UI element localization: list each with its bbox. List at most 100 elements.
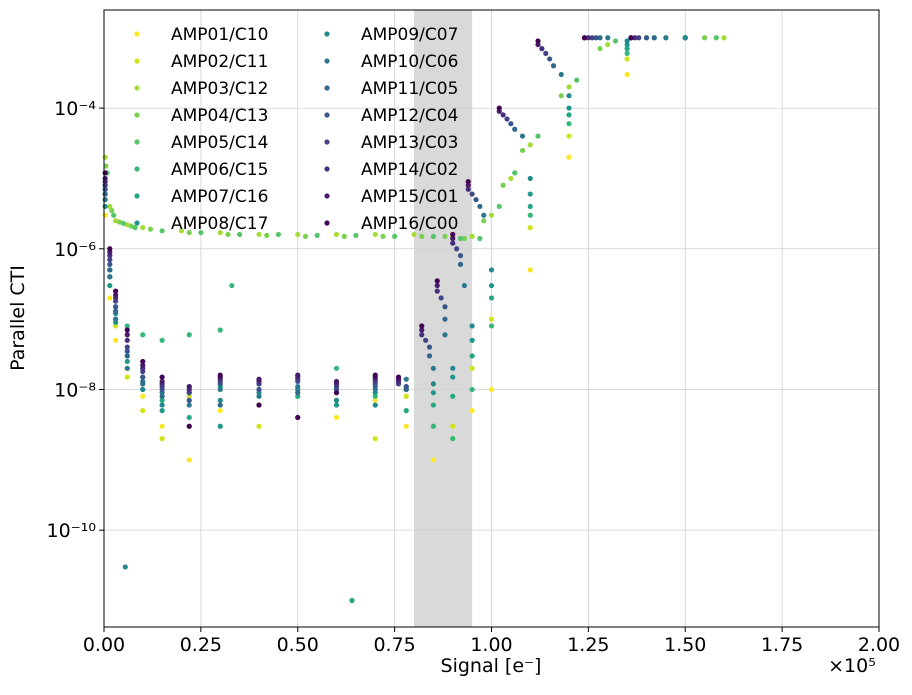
data-point: [605, 41, 611, 48]
data-point: [333, 414, 340, 421]
data-point: [496, 105, 502, 111]
data-point: [469, 386, 475, 393]
data-point: [217, 386, 223, 393]
data-point: [159, 402, 165, 408]
data-point: [256, 386, 262, 393]
data-point: [403, 423, 409, 429]
data-point: [122, 564, 128, 570]
data-point: [403, 383, 409, 390]
data-point: [434, 282, 440, 289]
data-point: [442, 233, 448, 239]
data-point: [496, 203, 502, 210]
data-point: [186, 229, 192, 236]
legend-label: AMP12/C04: [361, 106, 458, 126]
data-point: [450, 374, 456, 380]
data-point: [217, 423, 223, 429]
data-point: [636, 35, 642, 41]
legend-label: AMP11/C05: [361, 79, 458, 99]
data-point: [469, 408, 475, 414]
data-point: [295, 372, 301, 378]
data-point: [295, 414, 301, 421]
data-point: [434, 288, 440, 294]
data-point: [527, 267, 533, 273]
data-point: [217, 372, 223, 378]
data-point: [333, 397, 340, 403]
data-point: [124, 327, 130, 333]
data-point: [566, 105, 572, 111]
data-point: [612, 38, 619, 44]
legend-marker: [134, 166, 140, 172]
x-tick-label: 2.00: [858, 634, 900, 656]
data-point: [450, 365, 456, 371]
data-point: [488, 295, 495, 301]
x-tick-label: 1.50: [664, 634, 706, 656]
data-point: [403, 393, 409, 399]
data-point: [438, 295, 444, 301]
data-point: [519, 147, 526, 154]
data-point: [450, 240, 456, 246]
data-point: [457, 235, 464, 242]
data-point: [430, 402, 436, 408]
legend-label: AMP10/C06: [361, 52, 458, 72]
data-point: [593, 35, 599, 41]
data-point: [140, 393, 146, 399]
data-point: [159, 436, 165, 442]
data-point: [624, 41, 630, 48]
y-axis-label: Parallel CTI: [7, 265, 29, 371]
data-point: [543, 50, 549, 56]
data-point: [102, 197, 108, 203]
data-point: [107, 274, 113, 280]
data-point: [512, 170, 518, 176]
data-point: [423, 337, 429, 343]
data-point: [124, 344, 130, 350]
data-point: [295, 393, 301, 399]
data-point: [508, 121, 514, 127]
data-point: [566, 121, 572, 127]
data-point: [624, 50, 630, 56]
data-point: [403, 376, 409, 382]
data-point: [527, 225, 533, 231]
data-point: [535, 133, 541, 139]
data-point: [113, 323, 119, 329]
legend-marker: [134, 112, 140, 118]
data-point: [469, 365, 475, 371]
legend-marker: [134, 193, 140, 199]
legend-label: AMP09/C07: [361, 25, 458, 45]
data-point: [107, 295, 113, 301]
data-point: [419, 327, 425, 333]
data-point: [450, 436, 456, 442]
data-point: [500, 182, 506, 188]
data-point: [372, 231, 378, 238]
data-point: [682, 35, 688, 41]
data-point: [124, 337, 130, 343]
legend-label: AMP05/C14: [171, 133, 268, 153]
data-point: [372, 372, 378, 378]
legend-marker: [324, 58, 330, 64]
data-point: [488, 386, 495, 393]
data-point: [159, 337, 165, 343]
legend-label: AMP16/C00: [361, 214, 458, 234]
data-point: [186, 397, 192, 403]
data-point: [457, 252, 464, 259]
data-point: [624, 71, 630, 78]
data-point: [713, 35, 719, 41]
data-point: [566, 112, 572, 118]
data-point: [113, 292, 119, 298]
data-point: [275, 231, 281, 238]
data-point: [159, 397, 165, 403]
data-point: [333, 378, 340, 385]
data-point: [124, 374, 130, 380]
data-point: [217, 397, 223, 403]
data-point: [140, 374, 146, 380]
data-point: [256, 376, 262, 382]
data-point: [547, 56, 553, 62]
data-point: [132, 225, 138, 231]
data-point: [469, 233, 475, 239]
data-point: [186, 383, 192, 390]
data-point: [107, 282, 113, 289]
data-point: [430, 423, 436, 429]
data-point: [295, 383, 301, 390]
data-point: [217, 402, 223, 408]
x-axis-label: Signal [e⁻]: [441, 655, 542, 677]
data-point: [147, 226, 154, 232]
